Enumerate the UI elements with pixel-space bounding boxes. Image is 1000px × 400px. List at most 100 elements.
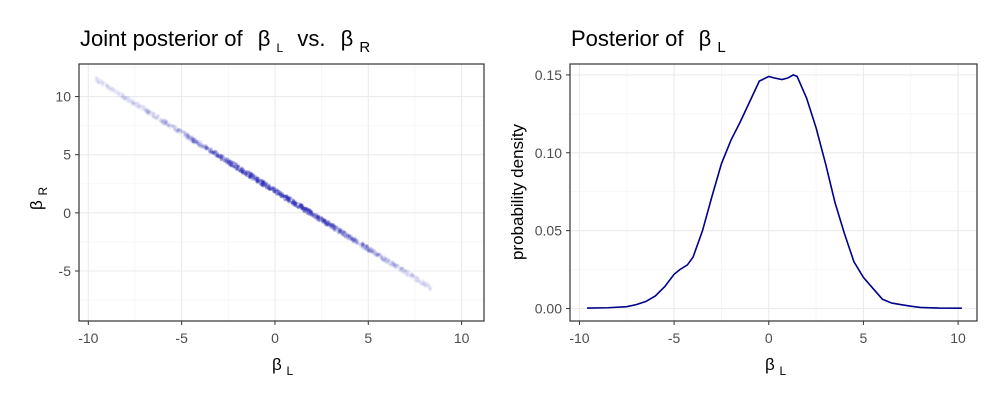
scatter-point (203, 145, 207, 149)
scatter-point (239, 169, 243, 173)
scatter-point (343, 234, 347, 238)
scatter-point (281, 193, 285, 197)
scatter-point (342, 230, 347, 235)
scatter-point (191, 137, 195, 141)
scatter-point (311, 212, 315, 216)
scatter-point (204, 144, 208, 148)
scatter-point (361, 242, 365, 246)
scatter-point (243, 169, 247, 173)
scatter-point (151, 113, 156, 117)
scatter-point (291, 198, 295, 202)
scatter-point (301, 206, 305, 210)
scatter-point (386, 257, 390, 261)
scatter-point (255, 179, 259, 183)
scatter-point (332, 227, 337, 231)
scatter-point (284, 195, 289, 199)
scatter-point (259, 178, 263, 183)
scatter-point (155, 115, 160, 119)
scatter-point (200, 143, 204, 147)
scatter-point (211, 150, 216, 155)
scatter-point (241, 170, 245, 175)
scatter-point (386, 261, 390, 266)
scatter-point (236, 166, 240, 170)
scatter-point (390, 262, 394, 266)
scatter-point (285, 195, 290, 199)
scatter-point (353, 236, 357, 240)
scatter-point (394, 265, 398, 269)
scatter-point (227, 161, 231, 165)
scatter-point (249, 172, 253, 176)
scatter-point (347, 234, 352, 238)
scatter-point (336, 230, 340, 235)
scatter-point (226, 161, 231, 166)
scatter-point (365, 248, 369, 252)
scatter-point (305, 208, 309, 212)
scatter-point (310, 213, 314, 217)
scatter-point (198, 142, 202, 146)
scatter-point (261, 179, 265, 184)
scatter-point (376, 254, 380, 258)
scatter-point (181, 130, 185, 134)
scatter-point (268, 187, 272, 191)
scatter-point (205, 146, 210, 151)
scatter-point (299, 206, 304, 210)
scatter-point (318, 218, 322, 222)
scatter-point (365, 244, 369, 248)
scatter-point (324, 222, 328, 226)
scatter-point (364, 244, 369, 248)
scatter-point (320, 219, 324, 223)
scatter-point (390, 260, 395, 264)
scatter-point (366, 246, 371, 250)
scatter-point (329, 225, 333, 229)
scatter-point (265, 185, 269, 190)
scatter-point (284, 194, 288, 199)
chart1-x-tick-label: 5 (364, 330, 372, 346)
scatter-point (390, 260, 394, 265)
scatter-point (290, 201, 294, 205)
scatter-point (309, 210, 313, 214)
scatter-point (246, 170, 251, 174)
scatter-point (267, 183, 271, 187)
scatter-point (208, 150, 212, 154)
scatter-point (362, 243, 366, 247)
scatter-point (323, 221, 327, 225)
scatter-point (361, 241, 365, 246)
scatter-point (187, 138, 192, 142)
scatter-point (367, 249, 371, 253)
scatter-point (272, 186, 277, 190)
scatter-point (261, 184, 265, 188)
scatter-point (332, 227, 336, 231)
scatter-point (366, 246, 371, 251)
scatter-point (299, 204, 303, 208)
scatter-point (194, 137, 198, 141)
scatter-point (194, 140, 198, 144)
scatter-point (291, 200, 295, 205)
scatter-point (341, 232, 345, 236)
scatter-point (299, 205, 304, 209)
chart1-y-tick-label: 5 (63, 147, 71, 163)
scatter-point (222, 159, 227, 163)
scatter-point (430, 288, 433, 291)
scatter-point (308, 208, 312, 212)
scatter-point (320, 217, 324, 221)
scatter-point (158, 119, 162, 123)
scatter-point (306, 211, 310, 215)
scatter-point (303, 206, 308, 211)
scatter-point (279, 195, 283, 199)
scatter-point (175, 128, 180, 132)
scatter-point (216, 154, 220, 158)
scatter-point (236, 164, 240, 168)
scatter-point (329, 222, 333, 226)
joint-posterior-chart: Joint posterior of β L vs. β R -10 -5 0 5 10… (27, 26, 485, 378)
scatter-point (341, 231, 345, 235)
scatter-point (346, 236, 350, 240)
scatter-point (292, 198, 296, 203)
scatter-point (183, 130, 187, 135)
scatter-point (316, 215, 320, 220)
chart2-y-tick-label: 0.15 (535, 67, 562, 83)
scatter-point (317, 218, 322, 222)
scatter-point (351, 238, 355, 242)
scatter-point (219, 155, 224, 159)
scatter-point (308, 213, 312, 217)
scatter-point (145, 109, 148, 112)
